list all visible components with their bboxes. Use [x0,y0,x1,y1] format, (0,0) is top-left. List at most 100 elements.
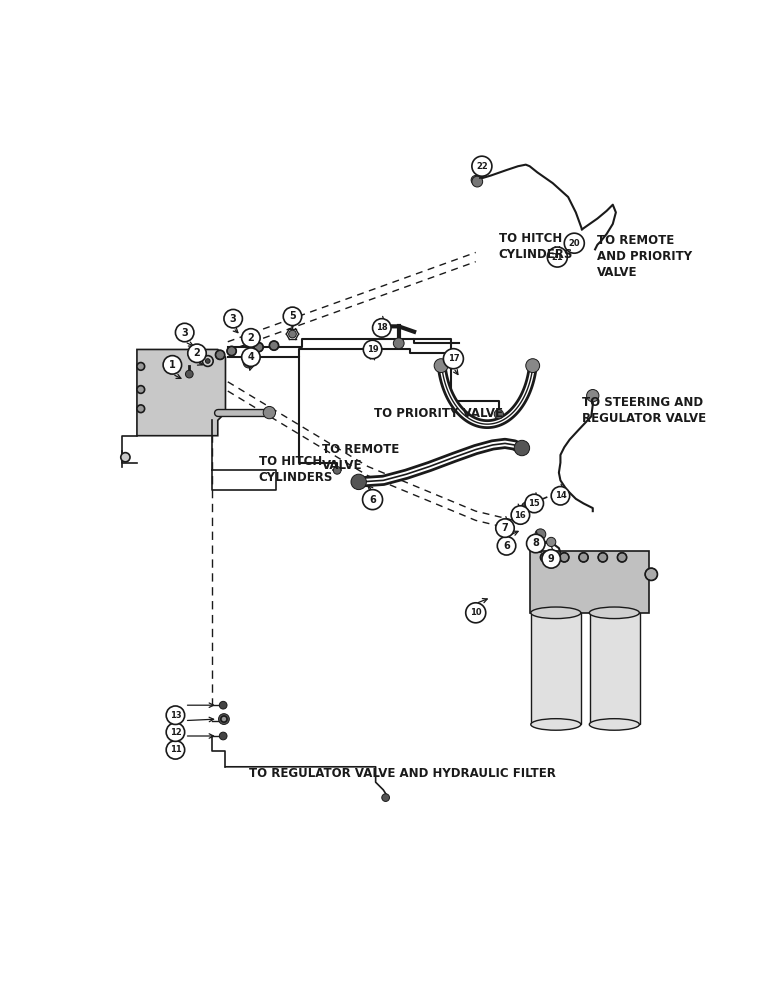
Text: 19: 19 [367,345,378,354]
Circle shape [227,346,236,356]
Text: 17: 17 [448,354,459,363]
Circle shape [254,343,263,352]
Text: TO PRIORITY VALVE: TO PRIORITY VALVE [374,407,503,420]
Text: 3: 3 [230,314,236,324]
Circle shape [516,513,524,521]
Bar [530,551,649,613]
Circle shape [587,389,599,402]
Circle shape [522,502,531,511]
Circle shape [560,553,569,562]
Circle shape [547,247,567,267]
Circle shape [550,250,561,261]
Text: TO HITCH
CYLINDERS: TO HITCH CYLINDERS [499,232,573,261]
Circle shape [542,550,560,568]
Circle shape [205,359,210,363]
Circle shape [618,553,627,562]
Circle shape [202,356,213,366]
Circle shape [283,307,302,326]
Circle shape [496,519,514,537]
Circle shape [369,347,377,355]
Circle shape [434,359,448,373]
Text: TO REMOTE
VALVE: TO REMOTE VALVE [322,443,399,472]
Text: 3: 3 [181,328,188,338]
Circle shape [219,701,227,709]
Circle shape [351,474,367,490]
Text: 6: 6 [503,541,510,551]
Circle shape [551,487,570,505]
Circle shape [215,350,225,359]
Circle shape [564,233,584,253]
Circle shape [579,553,588,562]
Circle shape [497,537,516,555]
Circle shape [540,553,550,562]
Ellipse shape [589,719,639,730]
Circle shape [547,537,556,547]
Text: 2: 2 [248,333,254,343]
Circle shape [373,319,391,337]
Text: 12: 12 [170,728,181,737]
Circle shape [494,410,503,419]
Text: 2: 2 [194,348,201,358]
Circle shape [394,338,404,349]
Circle shape [218,714,229,724]
Bar [531,613,581,724]
Text: TO REGULATOR VALVE AND HYDRAULIC FILTER: TO REGULATOR VALVE AND HYDRAULIC FILTER [249,767,556,780]
Circle shape [185,370,193,378]
Circle shape [224,309,242,328]
Circle shape [364,340,382,359]
Circle shape [645,568,658,580]
Circle shape [245,359,252,366]
Text: TO STEERING AND
REGULATOR VALVE: TO STEERING AND REGULATOR VALVE [582,396,706,425]
Text: 4: 4 [248,352,254,362]
Circle shape [382,794,390,801]
Text: 14: 14 [554,491,567,500]
Ellipse shape [589,607,639,619]
Circle shape [535,529,546,540]
Circle shape [472,156,492,176]
Text: 22: 22 [476,162,488,171]
Ellipse shape [531,719,581,730]
Text: 9: 9 [548,554,554,564]
Circle shape [221,716,227,722]
Circle shape [471,175,480,185]
Text: 18: 18 [376,323,388,332]
Circle shape [137,386,144,393]
Circle shape [242,348,260,366]
Circle shape [120,453,130,462]
Circle shape [598,553,608,562]
Circle shape [166,741,185,759]
Circle shape [166,723,185,741]
Circle shape [466,603,486,623]
Circle shape [527,534,545,553]
Circle shape [334,466,341,474]
Circle shape [188,344,206,363]
Text: 5: 5 [289,311,296,321]
Text: 10: 10 [470,608,482,617]
Circle shape [472,176,482,187]
Circle shape [137,405,144,413]
Text: 8: 8 [533,538,539,548]
Text: 7: 7 [502,523,509,533]
Circle shape [363,490,383,510]
Bar [590,613,640,724]
Text: 13: 13 [170,711,181,720]
Circle shape [219,732,227,740]
Circle shape [242,329,260,347]
Circle shape [289,330,296,338]
Text: 21: 21 [551,253,564,262]
Text: TO REMOTE
AND PRIORITY
VALVE: TO REMOTE AND PRIORITY VALVE [598,234,692,279]
Text: 16: 16 [514,511,527,520]
Circle shape [443,349,463,369]
Circle shape [526,359,540,373]
Circle shape [175,323,194,342]
Text: 11: 11 [170,745,181,754]
Circle shape [511,506,530,524]
Text: 20: 20 [568,239,580,248]
Circle shape [166,706,185,724]
Circle shape [263,406,276,419]
Text: 15: 15 [528,499,540,508]
Text: 6: 6 [369,495,376,505]
Polygon shape [137,349,225,436]
Circle shape [137,363,144,370]
Circle shape [163,356,181,374]
